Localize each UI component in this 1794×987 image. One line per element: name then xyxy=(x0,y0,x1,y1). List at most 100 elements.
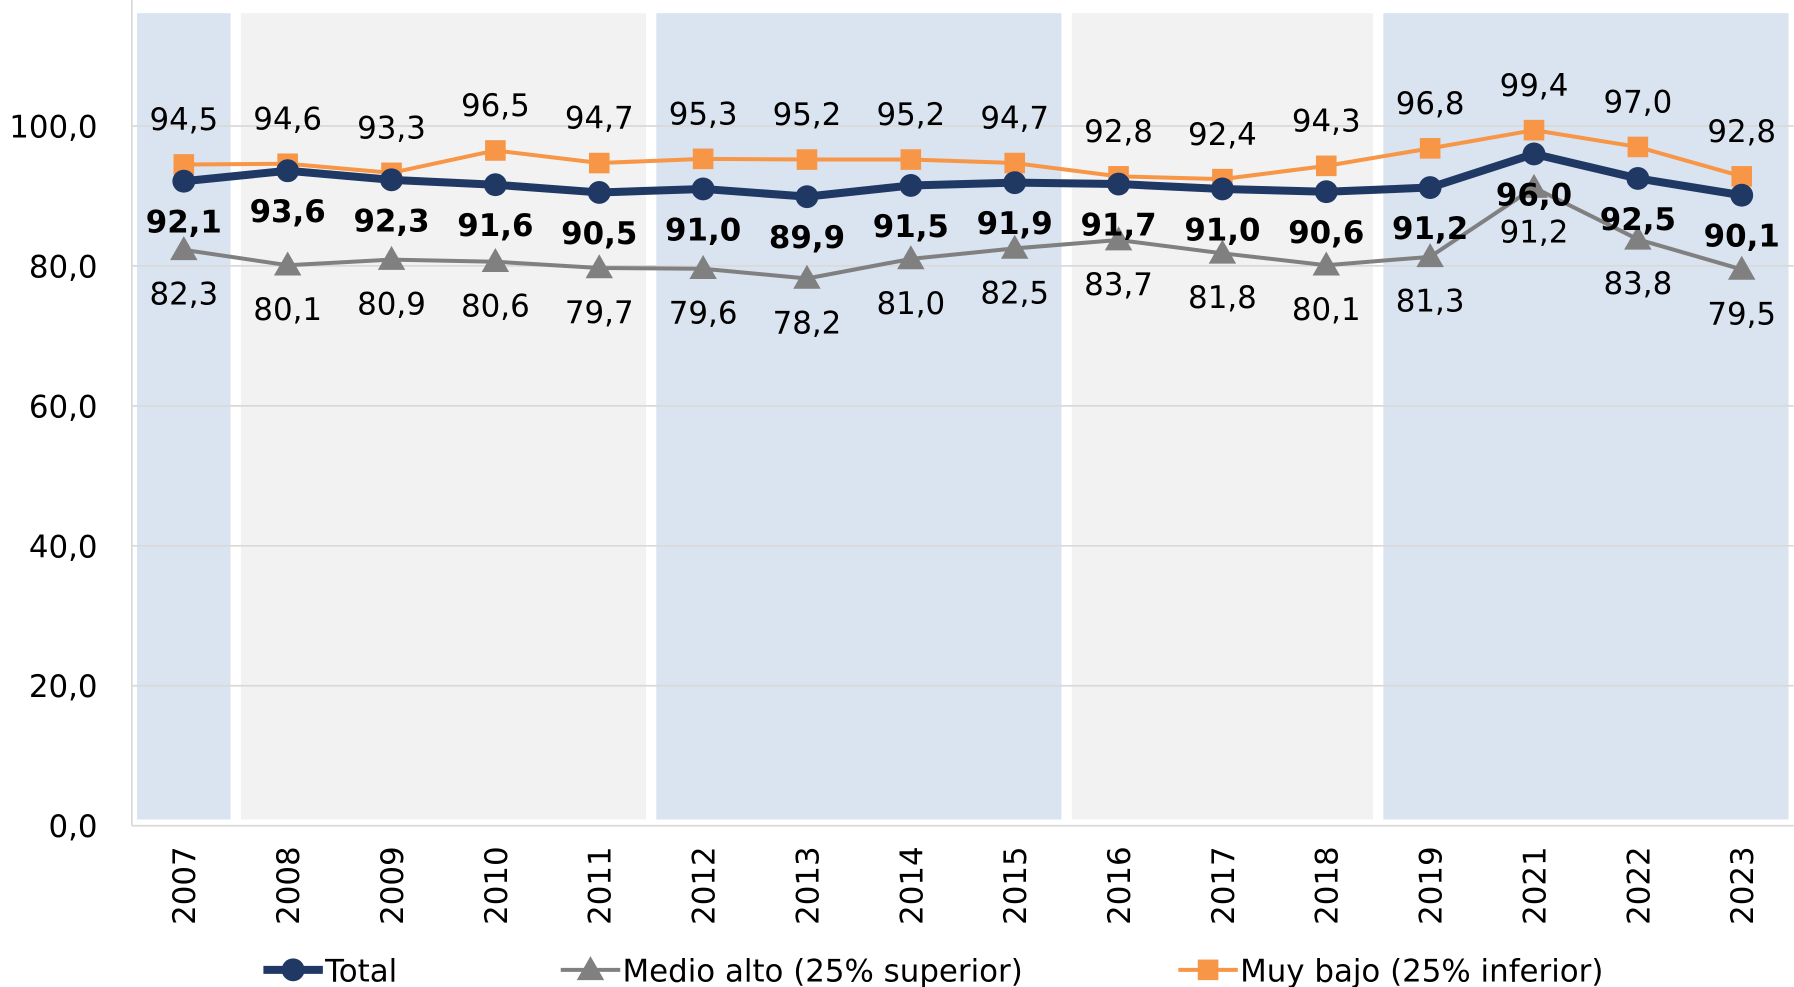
legend-label: Total xyxy=(324,953,397,987)
point xyxy=(1104,226,1133,251)
data-label: 81,8 xyxy=(1188,280,1257,316)
data-label: 91,0 xyxy=(1184,212,1260,248)
data-label: 95,2 xyxy=(773,97,842,133)
x-tick-label: 2019 xyxy=(1414,846,1450,925)
point xyxy=(173,154,195,175)
y-tick-label: 100,0 xyxy=(9,109,97,145)
point xyxy=(1624,225,1652,250)
point xyxy=(576,956,605,981)
point xyxy=(1312,251,1340,276)
point xyxy=(795,185,819,209)
point xyxy=(1197,959,1219,981)
data-label: 91,6 xyxy=(457,208,533,244)
point xyxy=(897,245,925,270)
y-tick-label: 40,0 xyxy=(29,529,98,565)
x-tick-label: 2014 xyxy=(894,846,930,925)
data-label: 93,3 xyxy=(357,111,426,147)
point xyxy=(281,958,305,982)
data-label: 96,8 xyxy=(1396,86,1465,122)
data-label: 91,2 xyxy=(1500,214,1569,250)
series-line xyxy=(183,128,1743,182)
point xyxy=(1003,171,1027,195)
point xyxy=(1416,243,1444,268)
series-line xyxy=(183,149,1743,201)
series xyxy=(173,119,1753,190)
data-label: 83,7 xyxy=(1084,267,1153,303)
x-tick-label: 2021 xyxy=(1517,846,1553,925)
point xyxy=(1523,119,1545,141)
data-label: 80,9 xyxy=(357,287,426,323)
x-tick-label: 2018 xyxy=(1310,846,1346,925)
point xyxy=(1731,166,1753,187)
data-label: 91,5 xyxy=(873,209,949,245)
point xyxy=(276,159,300,183)
data-label: 94,6 xyxy=(253,101,322,137)
data-label: 80,1 xyxy=(253,292,322,328)
data-label: 92,4 xyxy=(1188,117,1257,153)
data-label: 92,8 xyxy=(1084,114,1153,150)
data-label: 80,6 xyxy=(461,289,530,325)
data-label: 91,2 xyxy=(1392,211,1468,247)
point xyxy=(172,169,196,193)
point xyxy=(1627,136,1649,158)
point xyxy=(1004,152,1025,174)
point xyxy=(1107,172,1130,196)
data-label: 93,6 xyxy=(250,194,326,230)
point xyxy=(481,247,510,273)
legend-label: Medio alto (25% superior) xyxy=(623,953,1023,987)
data-label: 80,1 xyxy=(1292,292,1361,328)
y-tick-label: 20,0 xyxy=(29,669,98,705)
x-tick-label: 2012 xyxy=(687,846,723,925)
x-tick-label: 2009 xyxy=(375,846,411,925)
data-label: 99,4 xyxy=(1500,68,1569,104)
point xyxy=(170,236,198,261)
data-label: 94,7 xyxy=(980,101,1049,137)
data-label: 83,8 xyxy=(1603,266,1672,302)
data-label: 96,5 xyxy=(461,88,530,124)
x-tick-label: 2013 xyxy=(790,846,826,925)
point xyxy=(588,152,610,174)
data-label: 91,9 xyxy=(977,206,1053,242)
data-label: 95,3 xyxy=(669,97,738,133)
x-tick-label: 2008 xyxy=(271,846,307,925)
point xyxy=(691,177,715,201)
data-label: 94,7 xyxy=(565,101,634,137)
point xyxy=(793,264,821,289)
x-tick-label: 2022 xyxy=(1621,846,1657,925)
series-line xyxy=(183,185,1743,281)
data-label: 79,5 xyxy=(1707,296,1776,332)
data-label: 79,6 xyxy=(669,296,738,332)
point xyxy=(1315,155,1337,177)
data-label: 95,2 xyxy=(876,97,945,133)
x-tick-label: 2023 xyxy=(1725,846,1761,925)
data-label: 94,3 xyxy=(1292,104,1361,140)
data-label: 90,5 xyxy=(561,216,637,252)
point xyxy=(796,149,818,170)
data-label: 82,3 xyxy=(149,277,218,313)
point xyxy=(380,168,403,192)
data-label: 96,0 xyxy=(1496,177,1572,213)
series xyxy=(172,142,1754,209)
point xyxy=(1730,183,1754,207)
data-label: 82,5 xyxy=(980,275,1049,311)
point xyxy=(1626,167,1650,190)
point xyxy=(1418,176,1442,199)
y-tick-label: 60,0 xyxy=(29,389,98,425)
legend-label: Muy bajo (25% inferior) xyxy=(1240,953,1603,987)
data-label: 92,5 xyxy=(1600,202,1676,238)
x-tick-label: 2016 xyxy=(1102,846,1138,925)
data-label: 94,5 xyxy=(149,102,218,138)
x-tick-label: 2010 xyxy=(479,846,515,925)
point xyxy=(273,251,302,276)
y-tick-label: 80,0 xyxy=(29,249,98,285)
data-label: 79,7 xyxy=(565,295,634,331)
point xyxy=(1727,255,1756,280)
data-label: 92,8 xyxy=(1707,114,1776,150)
point xyxy=(485,140,506,161)
x-tick-label: 2007 xyxy=(167,846,203,925)
data-label: 90,1 xyxy=(1704,219,1780,255)
point xyxy=(899,174,923,197)
point xyxy=(1419,138,1441,159)
point xyxy=(692,148,714,170)
